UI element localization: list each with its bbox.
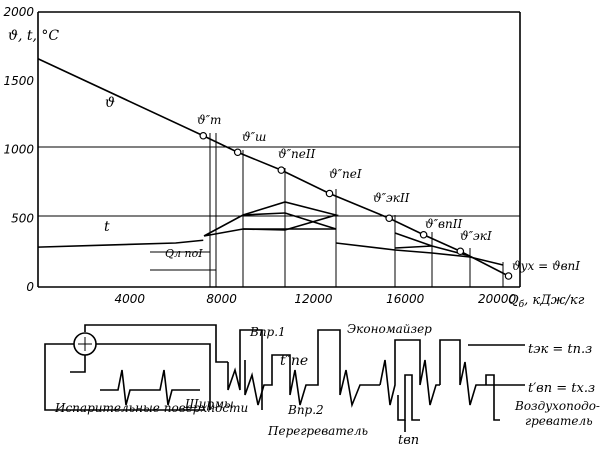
y-tick-label: 1500 <box>3 74 34 88</box>
y-tick-labels: 0 500 1000 1500 2000 <box>3 5 34 294</box>
x-tick-label: 4000 <box>115 292 146 306</box>
label-vpr2: Впр.2 <box>287 403 324 417</box>
label-vozd1: Воздухоподо- <box>514 399 600 413</box>
label-theta-T: ϑ″т <box>197 113 221 127</box>
label-q-l: Qл поI <box>165 247 203 260</box>
annotations: ϑ t ϑ″т ϑ″ш ϑ″пеII ϑ″пеI ϑ″экII ϑ″впII ϑ… <box>104 95 580 273</box>
label-t-vp: t′вп = tх.з <box>528 381 595 396</box>
y-tick-label: 1000 <box>3 143 34 157</box>
x-axis-label: Qб, кДж/кг <box>508 293 585 310</box>
point-markers <box>199 131 513 280</box>
theta-point <box>277 166 286 174</box>
label-vozd2: греватель <box>525 414 593 428</box>
drop-lines <box>209 133 504 287</box>
label-isp: Испарительные поверхности <box>54 401 248 415</box>
y-tick-label: 2000 <box>3 5 34 19</box>
theta-point <box>199 131 208 140</box>
label-t-ek: tэк = tп.з <box>528 342 592 357</box>
label-vpr1: Впр.1 <box>249 325 286 339</box>
series-line-1 <box>37 239 204 248</box>
label-theta-vp2: ϑ″впII <box>425 217 463 231</box>
boiler-flow-scheme <box>44 324 525 432</box>
label-pereg: Перегреватель <box>267 424 368 438</box>
steam-path-lines <box>150 201 504 271</box>
label-theta-ek2: ϑ″экII <box>373 191 410 205</box>
y-axis-label: ϑ, t, °C <box>8 28 59 44</box>
theta-point <box>504 272 513 280</box>
theta-point <box>325 189 334 198</box>
label-tvp: tвп <box>398 433 419 448</box>
series-group <box>37 58 509 277</box>
plot-frame <box>37 11 521 288</box>
y-tick-label: 0 <box>26 280 34 294</box>
x-tick-label: 16000 <box>386 292 425 306</box>
x-tick-label: 8000 <box>206 292 237 306</box>
label-theta-pe2: ϑ″пеII <box>278 147 316 161</box>
scheme-labels: Испарительные поверхности Ширмы Впр.1 Вп… <box>54 322 600 448</box>
t-series-label: t <box>104 219 110 235</box>
label-theta-ek1: ϑ″экI <box>460 229 492 243</box>
label-theta-ux: ϑух = ϑвпI <box>512 259 580 273</box>
label-t-pe: t″пе <box>280 353 308 369</box>
label-econ: Экономайзер <box>347 322 432 336</box>
x-tick-label: 12000 <box>294 292 333 306</box>
theta-point <box>456 247 465 256</box>
theta-series-label: ϑ <box>105 95 115 111</box>
label-theta-Sh: ϑ″ш <box>242 130 266 144</box>
theta-point <box>419 230 428 239</box>
label-theta-pe1: ϑ″пеI <box>329 167 362 181</box>
series-line-0 <box>37 58 509 277</box>
y-tick-label: 500 <box>11 211 34 225</box>
x-tick-label: 20000 <box>478 292 517 306</box>
label-shirmy: Ширмы <box>184 397 234 411</box>
theta-point <box>233 148 242 157</box>
x-tick-labels: 4000 8000 12000 16000 20000 <box>115 292 517 306</box>
theta-point <box>385 214 393 223</box>
